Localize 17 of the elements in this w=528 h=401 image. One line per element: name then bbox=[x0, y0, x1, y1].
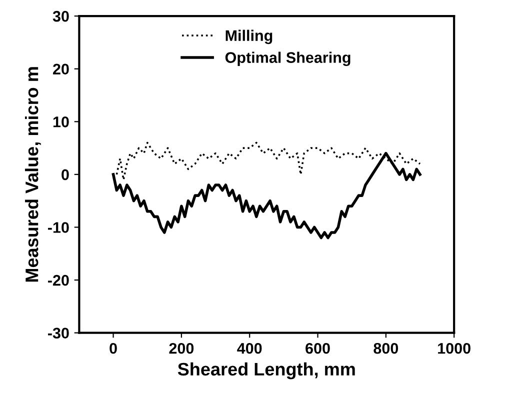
x-tick-label: 800 bbox=[374, 342, 398, 354]
y-tick-label: -10 bbox=[48, 222, 69, 233]
x-tick-label: 600 bbox=[306, 342, 330, 354]
x-tick-label: 200 bbox=[169, 342, 194, 354]
y-tick-label: 0 bbox=[62, 169, 69, 180]
x-tick-label: 400 bbox=[237, 342, 262, 354]
legend-label: Optimal Shearing bbox=[225, 52, 350, 66]
x-tick-label: 0 bbox=[110, 342, 117, 354]
y-tick-label: 20 bbox=[53, 64, 69, 75]
legend-label: Milling bbox=[226, 30, 272, 44]
y-tick-label: 30 bbox=[52, 10, 69, 22]
x-tick-label: 1000 bbox=[438, 342, 470, 354]
x-axis-title: Sheared Length, mm bbox=[178, 362, 355, 380]
y-axis-title: Measured Value, micro m bbox=[25, 67, 41, 282]
y-tick-label: 10 bbox=[53, 116, 69, 128]
y-tick-label: -20 bbox=[48, 274, 69, 286]
y-tick-label: -30 bbox=[48, 328, 69, 339]
